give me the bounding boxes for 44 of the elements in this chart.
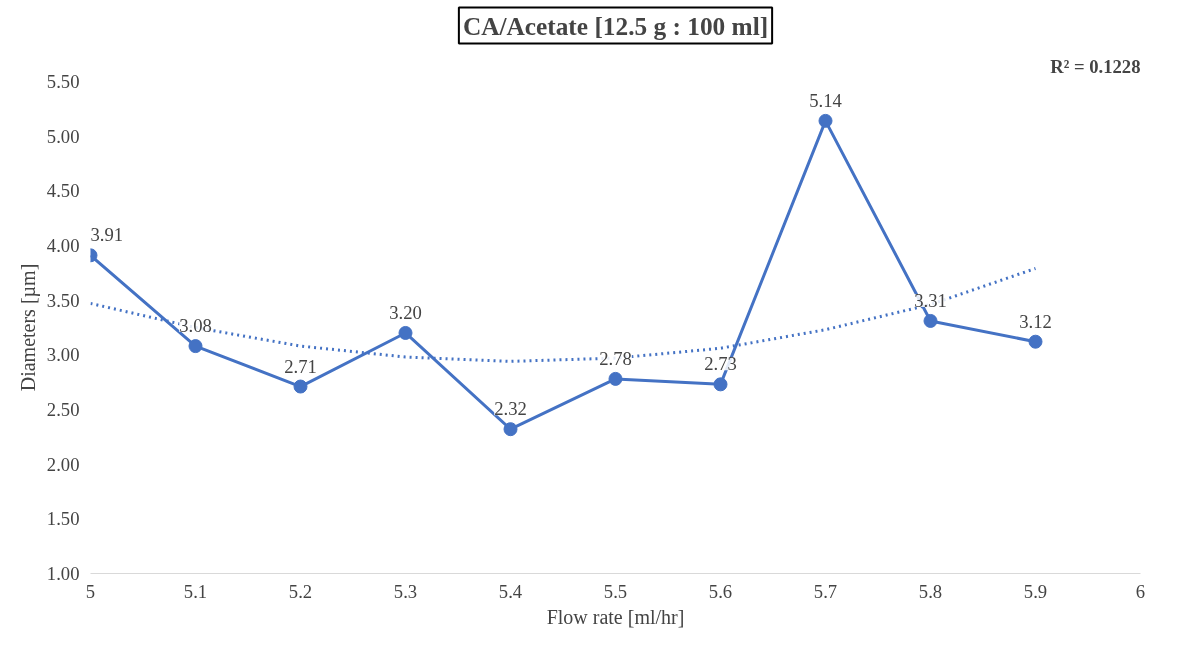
y-tick-label: 5.00 [46,125,80,147]
data-label: 3.20 [389,301,422,323]
point [923,313,938,328]
x-axis-title: Flow rate [ml/hr] [546,605,685,628]
x-tick-label: 5.3 [393,580,418,602]
y-axis-title: Diameters [µm] [16,263,40,392]
point [1028,334,1043,349]
x-tick-label: 5.1 [183,580,208,602]
data-label: 2.73 [704,353,737,375]
point [608,371,623,386]
point [818,113,833,128]
x-tick-label: 5.7 [813,580,838,602]
point [398,325,413,340]
y-tick-label: 4.00 [46,235,80,256]
data-label: 3.08 [179,315,212,337]
data-label: 2.78 [599,347,632,369]
x-tick-label: 5.9 [1023,580,1048,602]
point [293,379,308,394]
x-tick-label: 5.5 [603,580,628,602]
point [503,422,518,437]
x-tick-label: 5.4 [498,580,523,602]
y-tick-label: 1.00 [46,563,80,584]
data-label: 2.71 [284,355,317,377]
y-tick-label: 4.50 [46,180,80,202]
text: R² = 0.1228 [1050,55,1141,77]
x-tick-label: 5.8 [918,580,943,602]
x-tick-label: 5.6 [708,580,733,602]
y-tick-label: 3.50 [46,289,80,311]
y-tick-label: 5.50 [46,71,80,92]
x-tick-label: 5.2 [288,580,313,602]
data-label: 5.14 [809,89,843,111]
y-tick-label: 2.50 [46,399,80,420]
chart-title: CA/Acetate [12.5 g : 100 ml] [462,11,769,40]
data-label: 3.91 [90,224,124,246]
x-tick-label: 5 [85,580,96,602]
point [188,339,203,354]
point [713,377,728,392]
data-label: 3.12 [1019,310,1052,332]
y-tick-label: 1.50 [46,508,80,530]
data-label: 3.31 [914,289,947,311]
y-tick-label: 2.00 [46,453,80,475]
y-tick-label: 3.00 [46,344,80,366]
data-label: 2.32 [494,398,527,420]
x-tick-label: 6 [1135,580,1146,602]
